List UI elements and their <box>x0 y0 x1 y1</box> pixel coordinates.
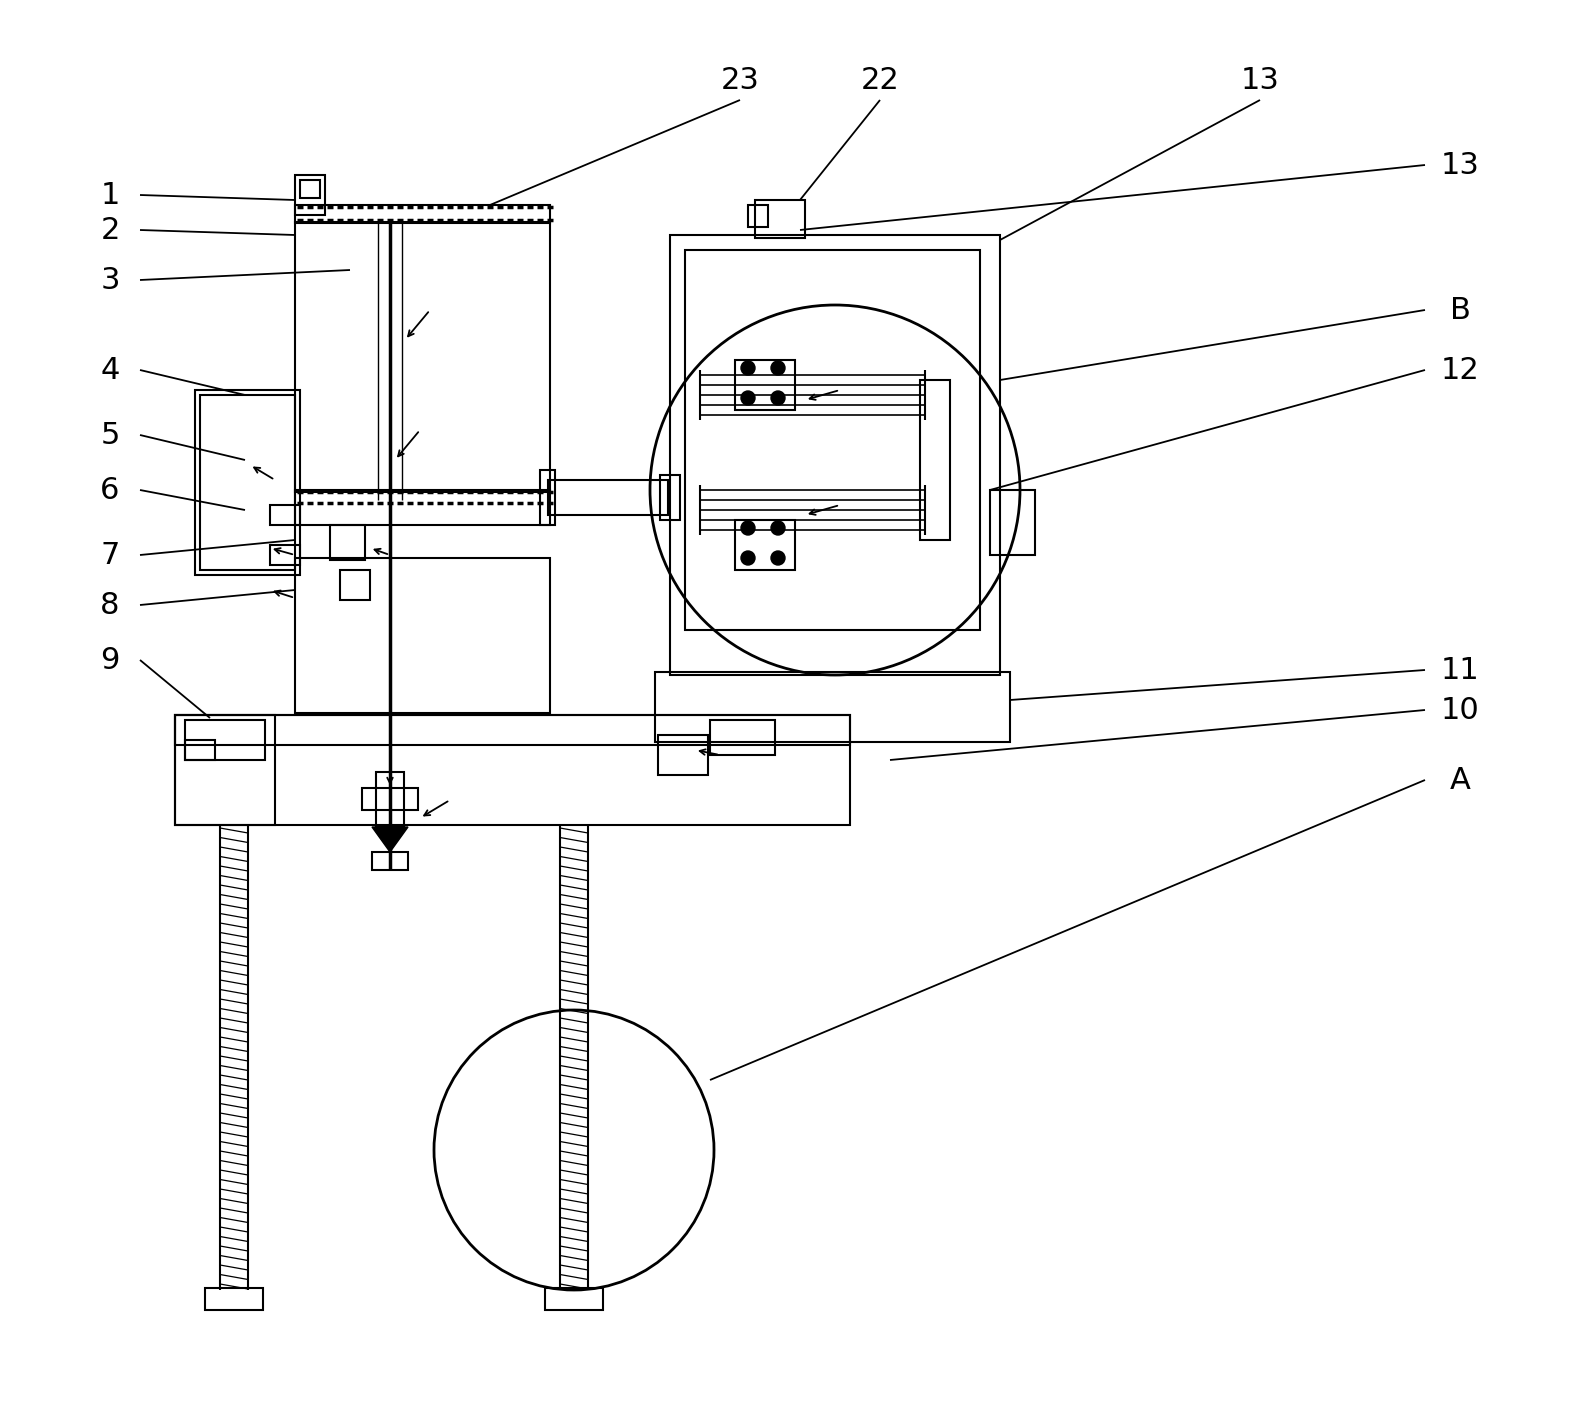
Bar <box>373 852 409 871</box>
Bar <box>195 389 300 576</box>
Bar <box>920 380 949 540</box>
Bar <box>541 470 555 525</box>
Circle shape <box>740 391 755 405</box>
Bar <box>296 205 550 223</box>
Bar <box>748 205 769 227</box>
Text: 22: 22 <box>860 65 899 95</box>
Text: 3: 3 <box>101 265 119 295</box>
Bar <box>270 545 300 564</box>
Circle shape <box>740 361 755 375</box>
Bar <box>340 570 369 600</box>
Bar <box>330 525 365 560</box>
Text: 23: 23 <box>720 65 759 95</box>
Bar <box>660 476 681 521</box>
Circle shape <box>740 521 755 535</box>
Bar <box>990 490 1034 555</box>
Bar <box>296 222 550 492</box>
Text: A: A <box>1449 766 1470 794</box>
Bar <box>549 480 668 515</box>
Bar <box>736 360 795 411</box>
Text: 8: 8 <box>101 590 119 619</box>
Bar <box>656 672 1009 742</box>
Text: 7: 7 <box>101 540 119 570</box>
Text: 13: 13 <box>1440 151 1479 179</box>
Text: 4: 4 <box>101 356 119 385</box>
Bar <box>685 250 979 629</box>
Text: 1: 1 <box>101 181 119 209</box>
Bar <box>659 735 707 775</box>
Circle shape <box>770 521 784 535</box>
Text: 6: 6 <box>101 476 119 505</box>
Text: 12: 12 <box>1440 356 1479 385</box>
Text: 2: 2 <box>101 216 119 244</box>
Text: 10: 10 <box>1440 696 1479 724</box>
Circle shape <box>770 552 784 564</box>
Bar <box>174 715 850 745</box>
Text: 9: 9 <box>101 645 119 674</box>
Bar <box>545 1288 604 1309</box>
Bar <box>300 181 321 198</box>
Bar <box>185 720 266 761</box>
Bar <box>711 720 775 755</box>
Bar <box>174 715 275 825</box>
Circle shape <box>740 552 755 564</box>
Bar <box>296 557 550 713</box>
Bar <box>296 175 325 214</box>
Bar <box>736 521 795 570</box>
Polygon shape <box>373 827 409 852</box>
Text: 13: 13 <box>1240 65 1280 95</box>
Text: 5: 5 <box>101 420 119 450</box>
Text: 11: 11 <box>1440 656 1479 684</box>
Bar <box>174 715 850 825</box>
Bar <box>185 739 215 761</box>
Bar <box>204 1288 263 1309</box>
Bar <box>200 395 296 570</box>
Bar <box>755 200 805 238</box>
Bar <box>362 787 418 810</box>
Bar <box>376 772 404 827</box>
Text: B: B <box>1449 295 1470 325</box>
Circle shape <box>770 391 784 405</box>
Bar <box>296 490 550 525</box>
Circle shape <box>770 361 784 375</box>
Bar <box>670 236 1000 674</box>
Bar <box>270 505 300 525</box>
